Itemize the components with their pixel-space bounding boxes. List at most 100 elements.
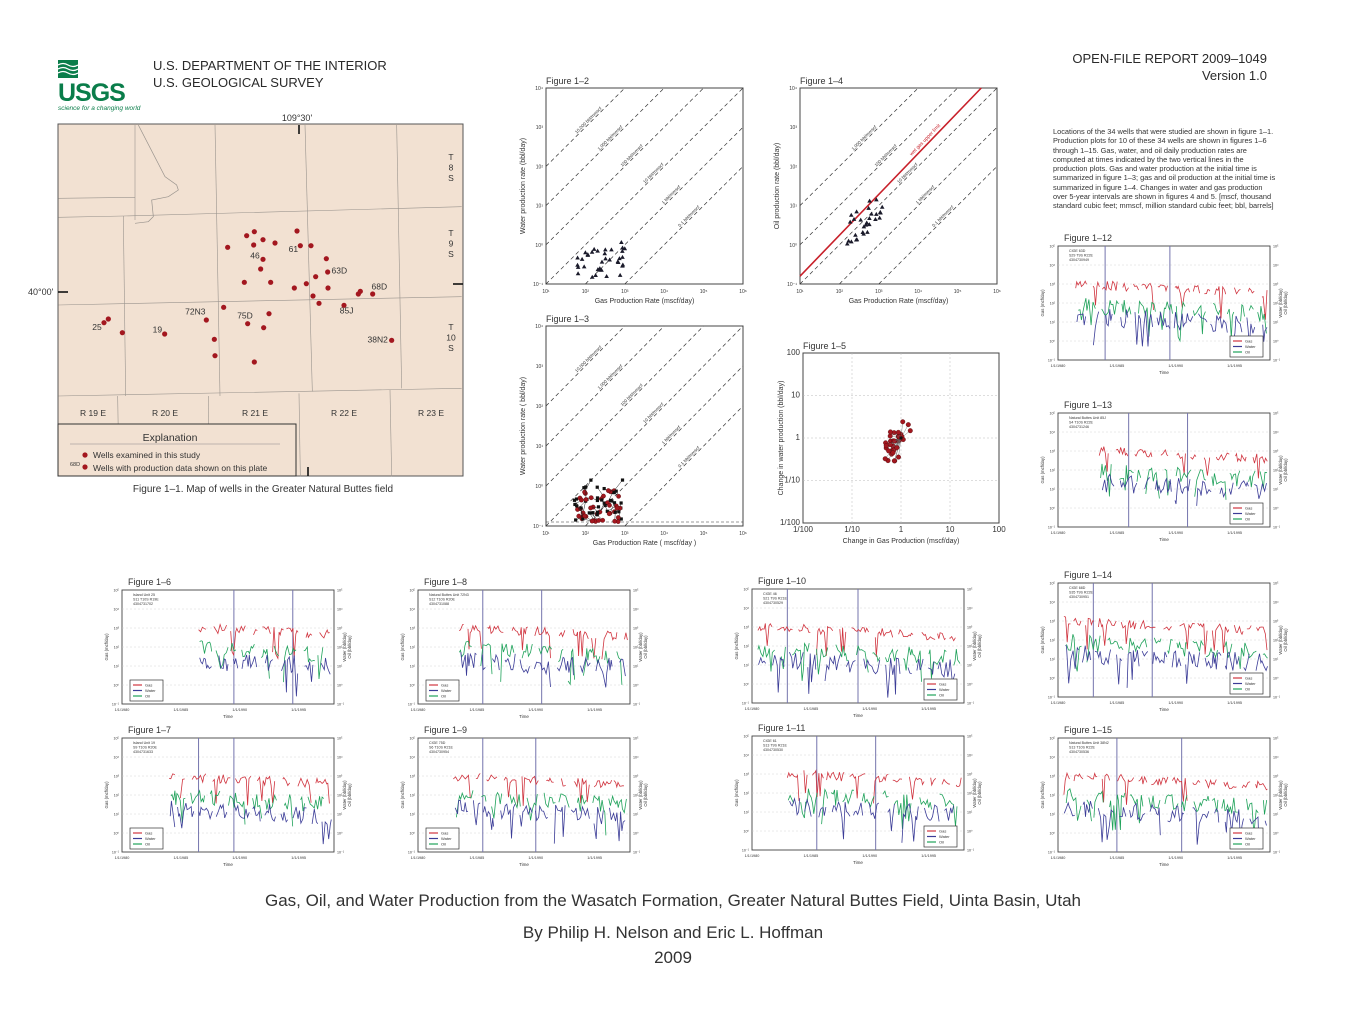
y-tick-label: 10⁻¹ [408, 851, 416, 855]
x-tick-label: 1/1/1980 [411, 708, 426, 712]
x-tick-label: 1/1/1980 [745, 707, 760, 711]
oil-series [1226, 308, 1235, 339]
well-label: 46 [250, 251, 260, 261]
y2-tick-label: 10⁵ [1273, 412, 1279, 416]
data-point-circle [588, 495, 594, 501]
water-series [304, 661, 314, 682]
gas-series [930, 777, 936, 787]
gas-series [1063, 771, 1070, 795]
oil-series [1167, 638, 1174, 655]
gas-series [1157, 284, 1168, 293]
well-marker [261, 325, 267, 331]
y-axis-label: Gas (mcf/day) [400, 781, 405, 809]
data-point-triangle [866, 205, 871, 210]
township-label: 8 [449, 163, 454, 173]
oil-series [252, 794, 263, 819]
oil-series [1066, 634, 1082, 672]
data-point-triangle [599, 267, 604, 272]
gas-series [1214, 285, 1227, 319]
water-series [473, 800, 481, 826]
water-series [831, 800, 851, 840]
data-point-square [619, 517, 623, 521]
water-series [504, 653, 516, 671]
water-series [1082, 645, 1091, 663]
well-marker [260, 237, 266, 243]
x-tick-label: 1/1/1990 [528, 856, 543, 860]
water-series [233, 658, 239, 669]
gas-series [1122, 282, 1129, 293]
y-tick-label: 10² [410, 646, 416, 650]
data-point-square [572, 498, 577, 502]
water-series [1134, 310, 1153, 347]
oil-series [1248, 470, 1256, 488]
township-label: S [448, 173, 454, 183]
x-tick-label: 1/1/1980 [1051, 701, 1066, 705]
y-axis-label: Water production rate (bbl/day) [520, 138, 527, 234]
gas-series [873, 773, 889, 804]
data-point-triangle [589, 274, 595, 279]
production-plot: Gas (mcf/day) Water (bbl/day) Oil (bbl/day… [1040, 582, 1288, 698]
x-tick-label: 1/1/1995 [921, 854, 936, 858]
data-point-circle [582, 513, 588, 519]
gas-series [1120, 620, 1137, 645]
gas-series [230, 625, 246, 657]
oil-series [209, 790, 221, 807]
well-info: 4304730951 [1069, 595, 1089, 599]
legend-label: Water [145, 688, 156, 693]
y-tick-label: 10¹ [1050, 658, 1056, 662]
oil-series [567, 648, 575, 686]
oil-series [800, 788, 818, 819]
production-plot: Gas (mcf/day) Water (bbl/day) Oil (bbl/day… [1040, 412, 1288, 528]
y-tick-label: 10⁵ [1050, 582, 1056, 586]
data-point-circle [896, 454, 901, 460]
legend-label: Oil [441, 842, 446, 847]
y-tick-label: 10⁴ [535, 86, 543, 92]
y2-axis-label: Oil (bbl/day) [977, 634, 982, 658]
well-info: Island Unit 19 [133, 741, 155, 745]
gas-series [1141, 282, 1154, 311]
water-series [1141, 650, 1149, 657]
y-tick-label: 10¹ [536, 444, 544, 450]
data-point-triangle [603, 256, 608, 261]
data-point-square [596, 505, 601, 509]
oil-series [1109, 792, 1126, 831]
x-tick-label: 1/1/1985 [1109, 364, 1124, 368]
gas-series [453, 774, 471, 799]
water-series [1262, 324, 1268, 342]
oil-series [1194, 469, 1207, 497]
oil-series [792, 642, 810, 681]
data-point-triangle [620, 245, 625, 250]
well-info: Natural Buttes Unit 85J [1069, 416, 1106, 420]
well-label: 75D [237, 311, 253, 321]
water-series [887, 803, 895, 832]
y2-tick-label: 10⁰ [337, 684, 343, 688]
gas-series [1233, 624, 1244, 636]
change-vector [601, 499, 610, 514]
oil-series [787, 794, 795, 804]
well-label: 63D [332, 265, 348, 275]
oil-series [1119, 465, 1134, 491]
y-tick-label: 10² [790, 164, 798, 170]
gas-series [534, 625, 551, 659]
oil-series [1093, 790, 1104, 818]
y2-tick-label: 10⁰ [633, 832, 639, 836]
y-tick-label: 10⁻¹ [533, 282, 543, 288]
data-point-triangle [591, 246, 597, 251]
y2-tick-label: 10¹ [1273, 488, 1279, 492]
gas-series [1101, 280, 1118, 291]
range-label: R 22 E [331, 408, 357, 418]
data-point-triangle [617, 272, 623, 277]
water-series [320, 657, 331, 675]
water-series [1198, 313, 1208, 323]
y-tick-label: 10⁵ [410, 589, 416, 593]
y-tick-label: 10⁰ [1050, 677, 1056, 681]
water-series [1129, 802, 1146, 822]
well-marker [323, 256, 329, 262]
x-tick-label: 10³ [621, 531, 629, 537]
well-marker [357, 288, 363, 294]
water-series [580, 656, 591, 674]
y-tick-label: 10⁻¹ [742, 702, 750, 706]
y2-tick-label: 10³ [967, 626, 973, 630]
y-tick-label: 10⁻¹ [408, 703, 416, 707]
oil-series [757, 644, 775, 672]
